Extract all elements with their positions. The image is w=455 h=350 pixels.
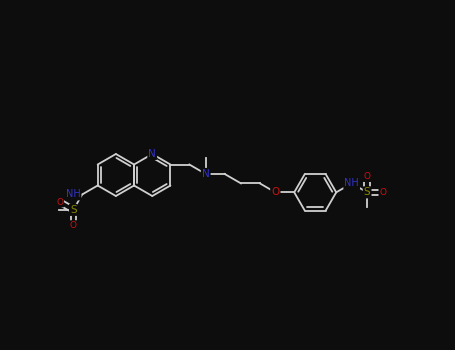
- Text: O: O: [364, 172, 371, 181]
- Text: NH: NH: [344, 178, 359, 188]
- Text: N: N: [202, 169, 210, 179]
- Text: S: S: [70, 205, 76, 215]
- Text: O: O: [56, 197, 63, 206]
- Text: O: O: [70, 221, 77, 230]
- Text: NH: NH: [66, 189, 81, 200]
- Text: S: S: [364, 187, 370, 197]
- Text: N: N: [148, 149, 156, 159]
- Text: O: O: [271, 187, 279, 197]
- Text: O: O: [379, 188, 386, 197]
